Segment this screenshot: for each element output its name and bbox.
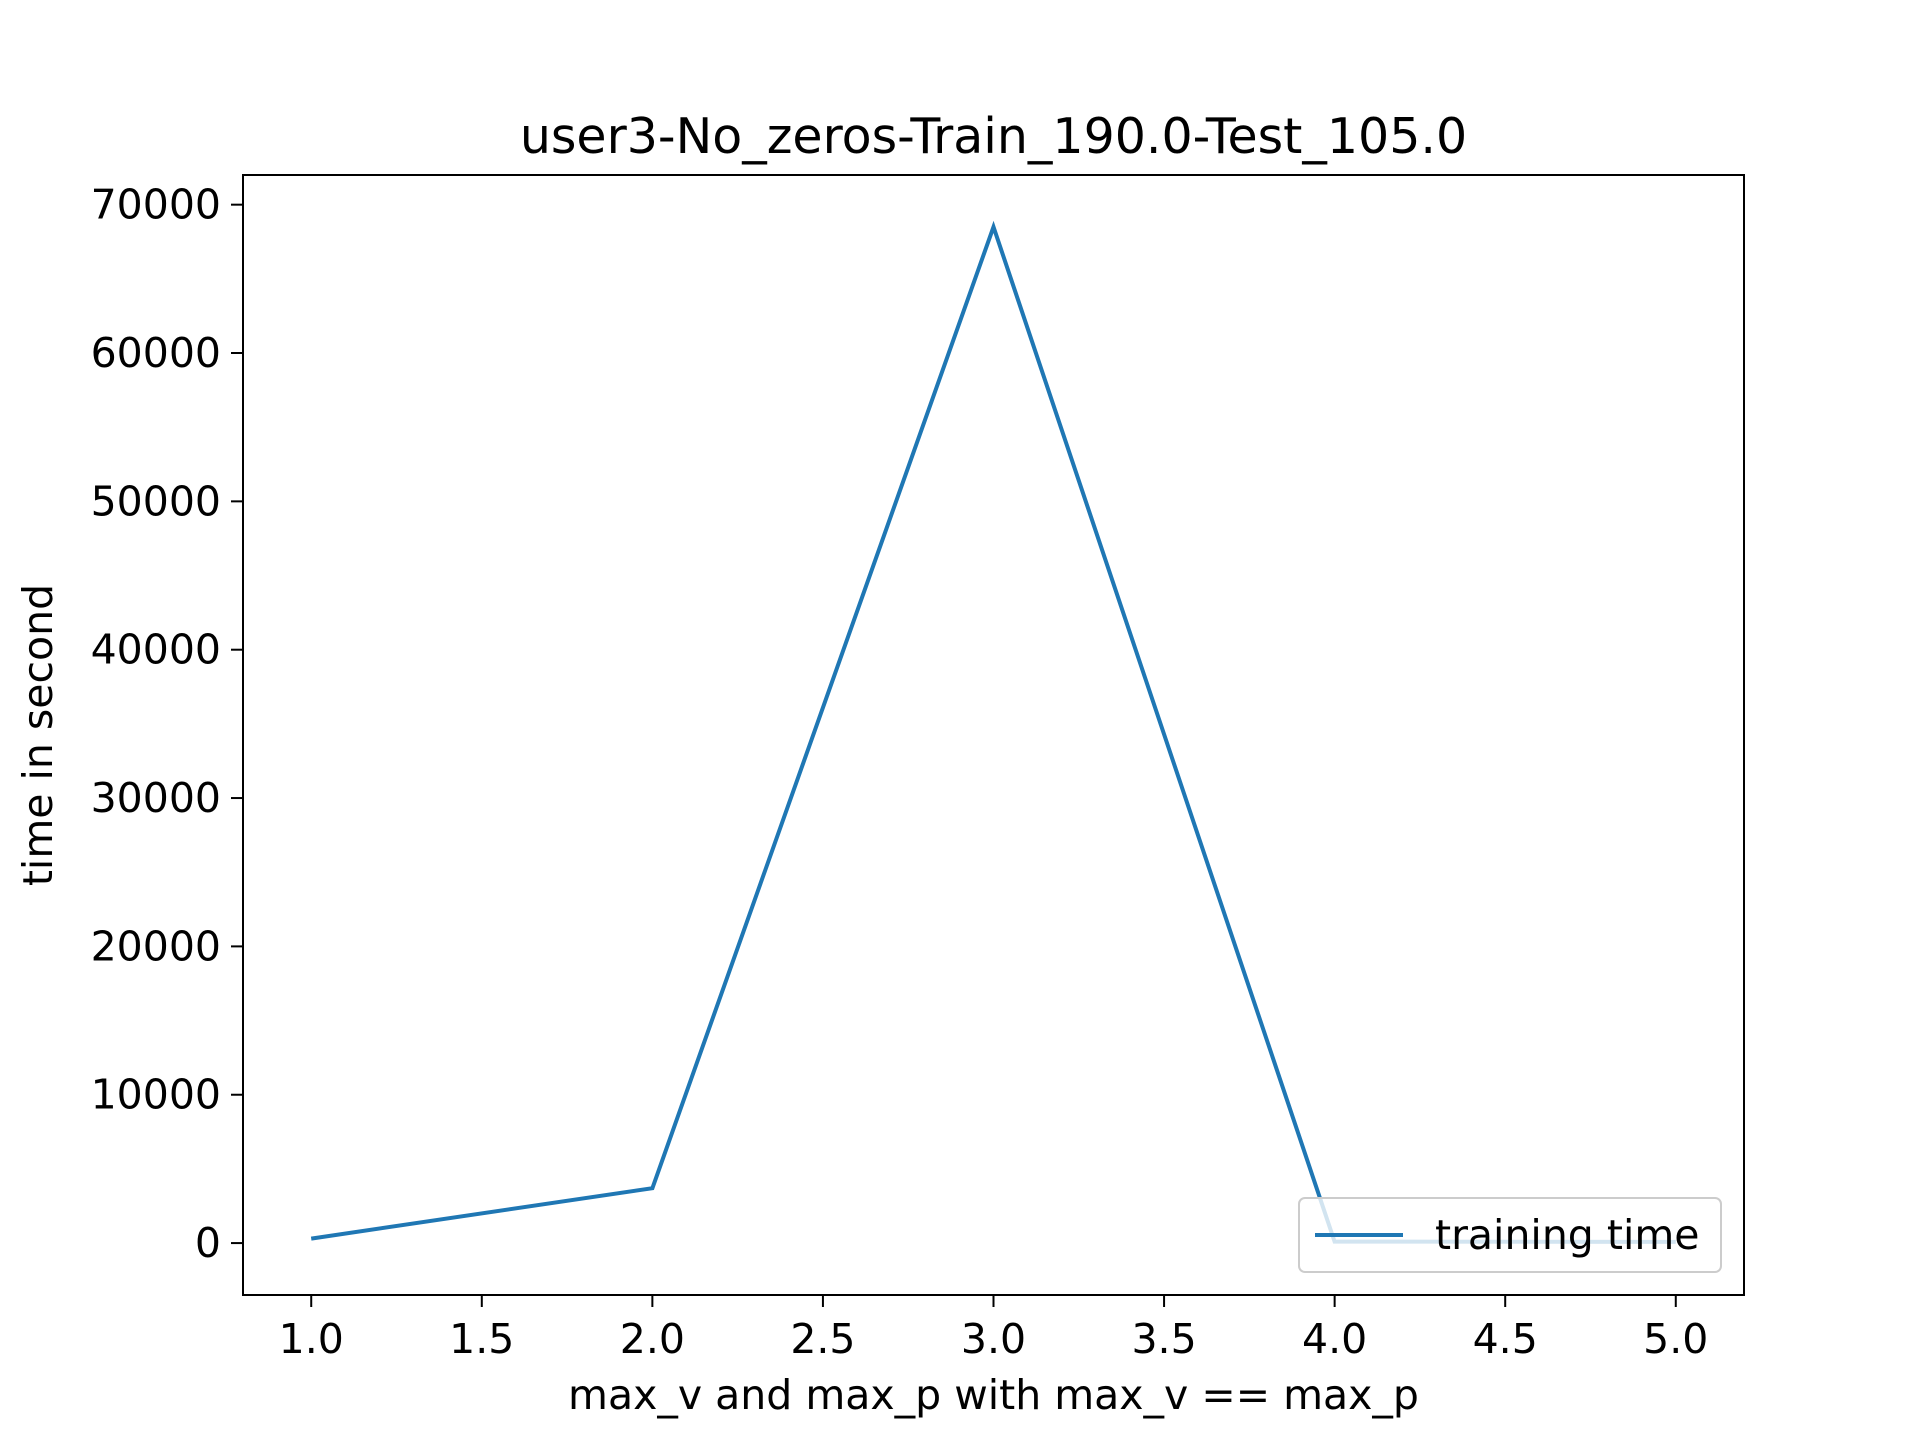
x-tick-label: 1.0 [279,1315,344,1363]
x-tick-label: 4.5 [1473,1315,1538,1363]
y-axis-label: time in second [14,584,62,886]
data-point [993,226,994,227]
x-tick-label: 3.0 [961,1315,1026,1363]
y-tick-label: 0 [195,1219,221,1267]
y-tick-label: 70000 [91,181,221,229]
x-tick-label: 2.0 [620,1315,685,1363]
y-tick-label: 20000 [91,922,221,970]
chart-title: user3-No_zeros-Train_190.0-Test_105.0 [520,108,1467,165]
legend-box [1298,1197,1722,1273]
x-tick-label: 5.0 [1643,1315,1708,1363]
y-tick-label: 50000 [91,477,221,525]
x-tick-label: 3.5 [1131,1315,1196,1363]
y-tick-label: 60000 [91,329,221,377]
x-tick-label: 1.5 [449,1315,514,1363]
y-axis-ticks: 0 10000 20000 30000 40000 50000 60000 70000 [91,181,243,1267]
x-axis-ticks: 1.0 1.5 2.0 2.5 3.0 3.5 4.0 4.5 5.0 [279,1295,1708,1363]
y-tick-label: 30000 [91,774,221,822]
x-tick-label: 2.5 [790,1315,855,1363]
data-point [652,1188,653,1189]
y-tick-label: 10000 [91,1071,221,1119]
y-tick-label: 40000 [91,626,221,674]
legend: training time [1298,1197,1722,1273]
legend-label-training-time: training time [1435,1211,1700,1259]
x-tick-label: 4.0 [1302,1315,1367,1363]
data-point [311,1238,312,1239]
x-axis-label: max_v and max_p with max_v == max_p [568,1371,1419,1419]
